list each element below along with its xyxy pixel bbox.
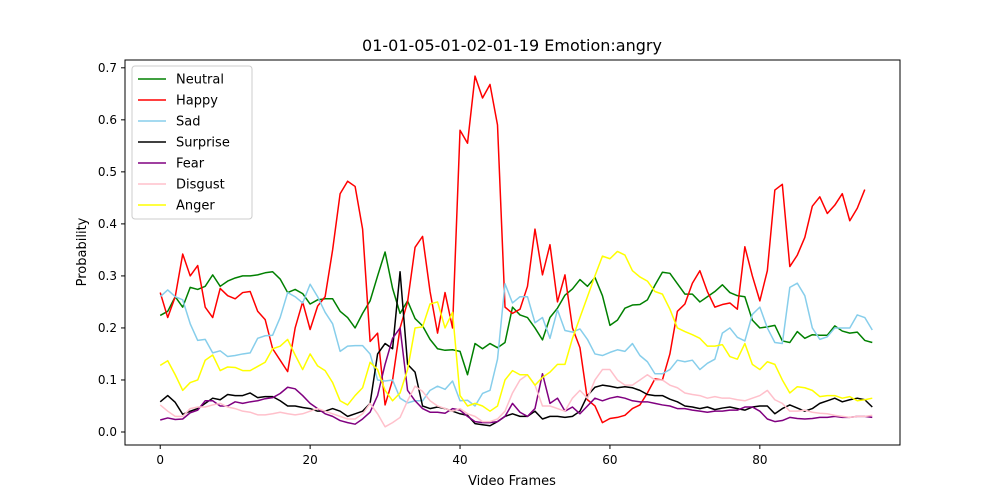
series-line-surprise: [159, 271, 873, 427]
x-tick-label: 80: [752, 453, 767, 467]
legend-label-surprise: Surprise: [176, 136, 230, 151]
y-tick-label: 0.4: [98, 217, 117, 231]
chart-title: 01-01-05-01-02-01-19 Emotion:angry: [362, 36, 662, 55]
legend-label-disgust: Disgust: [176, 178, 225, 193]
y-tick-label: 0.0: [98, 425, 117, 439]
y-tick-label: 0.2: [98, 321, 117, 335]
legend-label-happy: Happy: [176, 94, 218, 109]
y-tick-label: 0.3: [98, 269, 117, 283]
series-line-disgust: [159, 368, 873, 428]
x-tick-label: 60: [602, 453, 617, 467]
y-tick-label: 0.6: [98, 113, 117, 127]
plot-lines: [159, 75, 873, 428]
y-tick-label: 0.1: [98, 373, 117, 387]
plot-frame: [124, 59, 901, 446]
y-axis-label: Probability: [75, 217, 90, 286]
y-axis: 0.0 0.1 0.2 0.3 0.4 0.5 0.6 0.7: [98, 61, 125, 439]
legend-label-fear: Fear: [176, 157, 205, 172]
x-axis: 0 20 40 60 80: [156, 445, 767, 467]
y-tick-label: 0.7: [98, 61, 117, 75]
legend-label-anger: Anger: [176, 199, 215, 214]
x-axis-label: Video Frames: [468, 474, 556, 489]
legend-box: [131, 65, 253, 220]
y-tick-label: 0.5: [98, 165, 117, 179]
series-line-anger: [159, 250, 873, 412]
x-tick-label: 40: [452, 453, 467, 467]
x-tick-label: 0: [156, 453, 164, 467]
series-line-fear: [160, 327, 873, 425]
x-tick-label: 20: [302, 453, 317, 467]
series-line-happy: [159, 75, 866, 424]
series-line-sad: [159, 282, 873, 407]
legend: Neutral Happy Sad Surprise Fear Disgust Anger: [131, 65, 253, 220]
legend-label-sad: Sad: [176, 115, 200, 130]
legend-label-neutral: Neutral: [176, 73, 224, 88]
